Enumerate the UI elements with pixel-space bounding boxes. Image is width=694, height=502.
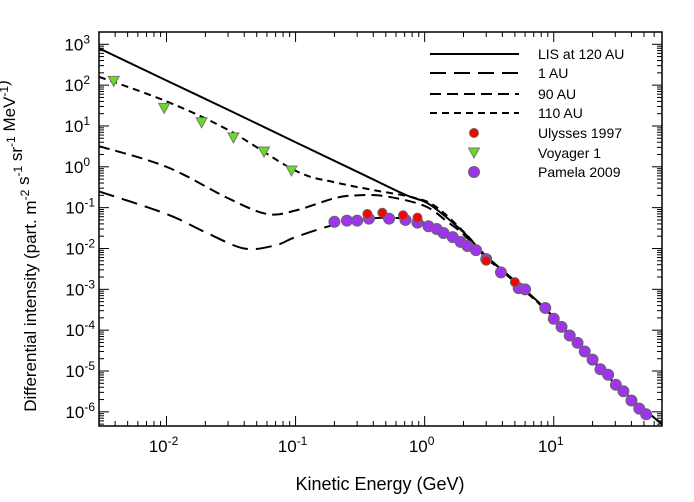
y-axis-label: Differential intensity (part. m-2 s-1 sr… xyxy=(0,80,40,412)
y-tick-label: 10-1 xyxy=(65,196,95,218)
legend-label: 1 AU xyxy=(538,65,568,81)
data-point-pamela-2009 xyxy=(547,312,560,325)
legend-item: Ulysses 1997 xyxy=(469,125,622,141)
data-point-pamela-2009 xyxy=(351,214,364,227)
y-tick-label: 10-5 xyxy=(65,359,95,381)
data-point-ulysses-1997 xyxy=(509,277,520,288)
legend-item: 110 AU xyxy=(430,105,583,121)
legend-label: Voyager 1 xyxy=(538,145,601,161)
data-point-pamela-2009 xyxy=(340,214,353,227)
data-point-voyager-1 xyxy=(285,165,298,178)
data-point-pamela-2009 xyxy=(383,212,396,225)
data-point-ulysses-1997 xyxy=(377,207,388,218)
legend-marker xyxy=(467,147,481,160)
data-point-pamela-2009 xyxy=(555,320,568,333)
data-point-voyager-1 xyxy=(157,102,171,115)
data-point-voyager-1 xyxy=(227,132,240,144)
data-point-pamela-2009 xyxy=(625,394,638,407)
data-point-pamela-2009 xyxy=(586,353,599,366)
legend-item: Pamela 2009 xyxy=(468,164,621,180)
series-line-1-au xyxy=(98,190,663,425)
x-tick-label: 101 xyxy=(538,434,564,456)
y-tick-label: 10-6 xyxy=(65,400,95,422)
data-point-ulysses-1997 xyxy=(481,255,492,266)
data-point-pamela-2009 xyxy=(494,266,507,279)
data-point-pamela-2009 xyxy=(328,215,341,228)
data-point-pamela-2009 xyxy=(602,368,615,381)
legend-marker xyxy=(468,166,480,178)
y-tick-label: 103 xyxy=(64,32,90,54)
data-point-pamela-2009 xyxy=(578,345,591,358)
x-tick-label: 10-1 xyxy=(278,434,308,456)
series-line-90-au xyxy=(98,145,663,425)
y-tick-label: 100 xyxy=(64,155,90,177)
series-line-110-au xyxy=(98,75,663,425)
legend-marker xyxy=(469,128,479,138)
x-tick-label: 100 xyxy=(409,434,435,456)
legend-item: 1 AU xyxy=(430,65,568,81)
legend: LIS at 120 AU 1 AU 90 AU 110 AU Ulysses 1997… xyxy=(430,46,624,180)
data-point-pamela-2009 xyxy=(609,378,622,391)
data-point-ulysses-1997 xyxy=(398,210,409,221)
plot-frame xyxy=(98,31,663,427)
data-point-pamela-2009 xyxy=(617,385,630,398)
data-point-pamela-2009 xyxy=(539,301,552,314)
y-tick-label: 10-3 xyxy=(65,277,95,299)
legend-item: Voyager 1 xyxy=(467,145,601,161)
y-tick-label: 10-4 xyxy=(65,318,95,340)
data-point-voyager-1 xyxy=(257,146,271,159)
data-point-ulysses-1997 xyxy=(362,208,373,219)
axis-ticks xyxy=(98,31,662,426)
data-point-pamela-2009 xyxy=(640,408,653,421)
y-tick-label: 10-2 xyxy=(65,236,95,258)
data-point-pamela-2009 xyxy=(519,283,532,296)
y-tick-label: 102 xyxy=(64,73,90,95)
legend-label: 110 AU xyxy=(538,105,583,121)
markers xyxy=(107,75,653,421)
x-axis-label: Kinetic Energy (GeV) xyxy=(295,474,464,494)
data-point-pamela-2009 xyxy=(571,336,584,349)
data-point-ulysses-1997 xyxy=(412,212,423,223)
data-point-pamela-2009 xyxy=(470,244,483,257)
y-tick-label: 101 xyxy=(64,114,90,136)
legend-label: Pamela 2009 xyxy=(538,164,621,180)
y-tick-labels: 103 102 101 100 10-1 10-2 10-3 10-4 10-5 10-6 xyxy=(64,32,95,422)
legend-item: 90 AU xyxy=(430,86,576,102)
x-tick-labels: 10-2 10-1 100 101 xyxy=(149,434,564,456)
legend-label: LIS at 120 AU xyxy=(538,46,624,62)
legend-label: 90 AU xyxy=(538,86,576,102)
data-point-voyager-1 xyxy=(107,75,121,88)
data-point-pamela-2009 xyxy=(563,329,576,342)
legend-item: LIS at 120 AU xyxy=(430,46,624,62)
legend-label: Ulysses 1997 xyxy=(538,125,622,141)
x-tick-label: 10-2 xyxy=(149,434,179,456)
data-point-voyager-1 xyxy=(195,117,208,129)
